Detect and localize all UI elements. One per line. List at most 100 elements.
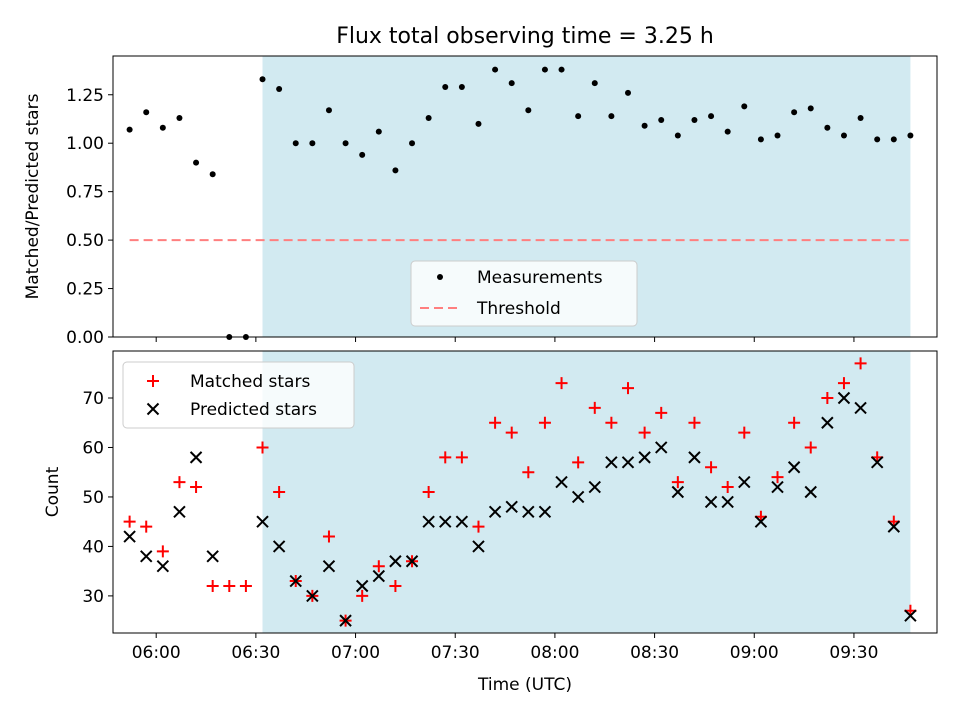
- x-tick-label: 09:00: [730, 643, 779, 663]
- x-tick-label: 07:00: [331, 643, 380, 663]
- matched-star-point: [372, 560, 385, 573]
- matched-star-point: [572, 456, 585, 469]
- y-tick-label: 0.00: [66, 328, 104, 348]
- matched-star-point: [705, 461, 718, 474]
- measurement-point: [176, 115, 183, 122]
- predicted-star-point: [173, 505, 186, 518]
- matched-star-point: [439, 451, 452, 464]
- measurement-point: [708, 113, 715, 120]
- predicted-star-point: [289, 574, 302, 588]
- matched-star-point: [588, 401, 601, 414]
- matched-star-point: [223, 580, 236, 592]
- matched-star-point: [605, 416, 618, 429]
- measurement-point: [857, 115, 864, 122]
- predicted-star-point: [754, 515, 768, 528]
- matched-star-point: [140, 520, 153, 533]
- predicted-star-point: [870, 456, 884, 469]
- top-y-axis-label: Matched/Predicted stars: [23, 93, 43, 299]
- y-tick-label: 0.25: [66, 280, 104, 300]
- y-tick-label: 40: [82, 537, 104, 557]
- matched-star-point: [738, 426, 751, 439]
- legend-threshold-label: Threshold: [476, 299, 561, 319]
- predicted-star-point: [671, 485, 685, 499]
- matched-star-point: [804, 441, 817, 454]
- matched-star-point: [854, 357, 867, 370]
- matched-star-point: [671, 476, 684, 489]
- measurement-point: [724, 128, 731, 135]
- predicted-star-point: [787, 461, 801, 474]
- bottom-y-axis-label: Count: [43, 466, 63, 517]
- matched-star-point: [455, 451, 468, 464]
- measurement-point: [791, 109, 798, 116]
- measurement-point: [492, 66, 499, 73]
- y-tick-label: 0.50: [66, 231, 104, 251]
- legend-predicted-marker: [146, 402, 160, 416]
- matched-star-point: [472, 520, 485, 533]
- matched-star-point: [156, 545, 169, 558]
- measurement-point: [143, 109, 150, 116]
- measurement-point: [425, 115, 432, 122]
- legend-predicted-label: Predicted stars: [190, 400, 317, 420]
- matched-star-point: [190, 481, 203, 494]
- predicted-star-point: [804, 485, 817, 499]
- predicted-star-point: [904, 609, 917, 622]
- measurement-point: [625, 89, 631, 96]
- matched-star-point: [522, 466, 535, 479]
- predicted-star-point: [854, 401, 867, 415]
- bottom-legend: Matched stars Predicted stars: [122, 361, 355, 429]
- measurement-point: [475, 120, 482, 127]
- y-tick-label: 60: [82, 438, 104, 458]
- predicted-star-point: [488, 505, 502, 518]
- predicted-star-point: [256, 515, 269, 528]
- legend-matched-marker: [147, 375, 159, 387]
- measurement-point: [641, 122, 648, 129]
- matched-star-point: [538, 416, 551, 429]
- measurement-point: [807, 105, 814, 112]
- measurement-point: [674, 132, 681, 139]
- measurement-point: [325, 107, 332, 114]
- measurement-point: [840, 132, 847, 139]
- matched-star-point: [239, 580, 252, 592]
- measurement-point: [442, 84, 449, 91]
- matched-star-point: [422, 486, 435, 498]
- x-axis-label: Time (UTC): [477, 675, 572, 695]
- predicted-star-point: [422, 515, 435, 528]
- measurement-point: [558, 66, 565, 73]
- predicted-star-point: [389, 555, 402, 568]
- predicted-star-point: [439, 515, 452, 528]
- matched-star-point: [721, 481, 734, 494]
- matched-star-point: [206, 580, 219, 592]
- predicted-star-point: [721, 495, 734, 509]
- measurement-point: [159, 124, 166, 131]
- measurement-point: [575, 113, 582, 120]
- matched-star-point: [622, 382, 634, 395]
- chart-title: Flux total observing time = 3.25 h: [336, 24, 714, 49]
- observing-span: [262, 351, 911, 633]
- y-tick-label: 70: [82, 389, 104, 409]
- x-tick-label: 09:30: [829, 643, 878, 663]
- measurement-point: [309, 140, 316, 147]
- matched-star-point: [821, 392, 834, 404]
- predicted-star-point: [738, 475, 751, 489]
- bottom-legend-box: [122, 361, 355, 429]
- matched-star-point: [788, 416, 801, 429]
- x-tick-label: 06:00: [132, 643, 181, 663]
- measurement-point: [259, 76, 266, 83]
- y-tick-label: 30: [82, 587, 104, 607]
- measurement-point: [774, 132, 781, 139]
- measurement-point: [824, 124, 831, 131]
- measurement-point: [741, 103, 748, 110]
- measurement-point: [608, 113, 615, 120]
- measurement-point: [359, 151, 366, 158]
- predicted-star-point: [372, 569, 386, 583]
- matched-star-point: [356, 589, 369, 602]
- measurement-point: [691, 116, 698, 123]
- predicted-star-point: [704, 495, 718, 509]
- predicted-star-point: [638, 451, 651, 464]
- measurement-point: [907, 132, 914, 139]
- measurement-point: [757, 136, 764, 143]
- measurement-point: [591, 80, 598, 87]
- predicted-star-point: [655, 441, 668, 454]
- predicted-star-point: [505, 500, 518, 514]
